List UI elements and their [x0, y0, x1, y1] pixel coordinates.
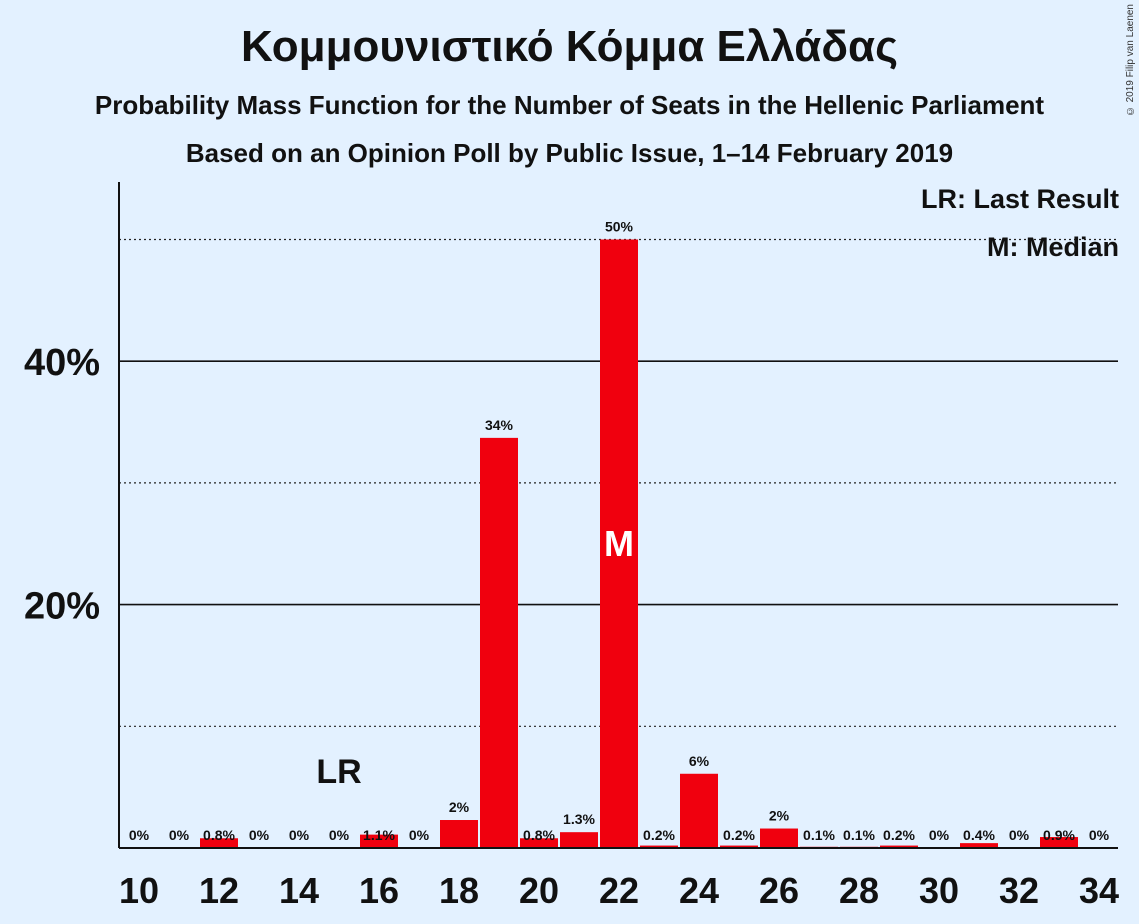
legend-last-result: LR: Last Result — [920, 184, 1119, 214]
x-tick-label: 16 — [359, 870, 399, 911]
bar-value-label: 0.4% — [963, 827, 995, 843]
x-tick-label: 18 — [439, 870, 479, 911]
bar-value-label: 0% — [249, 827, 270, 843]
bar-value-label: 0.2% — [643, 827, 675, 843]
bar-value-label: 0% — [289, 827, 310, 843]
bar-value-label: 2% — [769, 808, 790, 824]
bar — [440, 820, 478, 848]
x-tick-label: 12 — [199, 870, 239, 911]
x-tick-label: 28 — [839, 870, 879, 911]
bar-value-label: 50% — [605, 219, 634, 235]
bar-value-label: 0% — [129, 827, 150, 843]
bar-value-label: 2% — [449, 799, 470, 815]
bar — [200, 838, 238, 848]
bar — [760, 828, 798, 848]
bar-value-label: 0.2% — [723, 827, 755, 843]
chart-title: Κομμουνιστικό Κόμμα Ελλάδας — [241, 22, 898, 71]
chart-subtitle: Probability Mass Function for the Number… — [94, 90, 1045, 120]
x-tick-label: 22 — [599, 870, 639, 911]
bar-value-label: 0% — [409, 827, 430, 843]
bar — [960, 843, 998, 848]
bar-value-label: 0.8% — [203, 827, 235, 843]
bar-value-label: 0% — [1009, 827, 1030, 843]
bar-value-label: 1.3% — [563, 811, 595, 827]
bar-value-label: 34% — [485, 417, 514, 433]
bar-value-label: 0.1% — [843, 827, 875, 843]
bar-value-label: 0% — [329, 827, 350, 843]
bar — [680, 773, 718, 848]
bar — [640, 845, 678, 848]
median-marker: M — [604, 523, 634, 564]
bar-value-label: 1.1% — [363, 827, 395, 843]
chart-source-note: Based on an Opinion Poll by Public Issue… — [185, 138, 954, 168]
x-tick-label: 24 — [679, 870, 719, 911]
bar — [1040, 837, 1078, 848]
x-tick-label: 32 — [999, 870, 1039, 911]
bar-value-label: 0.8% — [523, 827, 555, 843]
bar — [600, 239, 638, 848]
bar-value-label: 0% — [1089, 827, 1110, 843]
bar-value-label: 0.2% — [883, 827, 915, 843]
bar — [720, 845, 758, 848]
bar-value-label: 0% — [929, 827, 950, 843]
x-tick-label: 30 — [919, 870, 959, 911]
bar — [360, 834, 398, 848]
bar-value-label: 0.9% — [1043, 827, 1075, 843]
bar — [480, 437, 518, 848]
bar — [880, 845, 918, 848]
x-tick-label: 34 — [1079, 870, 1119, 911]
y-tick-label: 20% — [24, 586, 100, 628]
bar — [560, 832, 598, 848]
bar — [520, 838, 558, 848]
legend-median: M: Median — [987, 232, 1119, 262]
bar-value-label: 0% — [169, 827, 190, 843]
x-tick-label: 26 — [759, 870, 799, 911]
y-tick-label: 40% — [24, 342, 100, 384]
x-tick-label: 20 — [519, 870, 559, 911]
bar-value-label: 6% — [689, 753, 710, 769]
x-tick-label: 10 — [119, 870, 159, 911]
x-tick-label: 14 — [279, 870, 319, 911]
last-result-marker: LR — [316, 753, 361, 791]
bar-value-label: 0.1% — [803, 827, 835, 843]
